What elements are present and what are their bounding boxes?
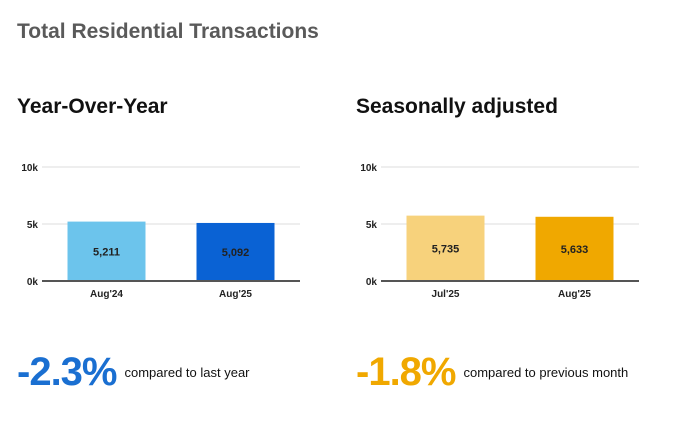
seasonal-caption: compared to previous month <box>463 365 629 380</box>
bar <box>535 216 614 281</box>
yoy-chart-svg: 0k 5k 10k 5,211 Aug'24 5,092 Aug'25 <box>21 163 300 300</box>
y-tick-label: 0k <box>27 277 39 288</box>
x-tick-label: Aug'25 <box>558 289 591 300</box>
data-label: 5,735 <box>432 243 460 255</box>
seasonal-summary: -1.8% compared to previous month <box>356 350 628 395</box>
yoy-chart: 0k 5k 10k 5,211 Aug'24 5,092 Aug'25 <box>17 157 307 300</box>
seasonal-chart: 0k 5k 10k 5,735 Jul'25 5,633 Aug'25 <box>356 157 646 300</box>
y-tick-label: 5k <box>366 220 378 231</box>
seasonal-panel: Seasonally adjusted 0k 5k 10k 5,735 Jul'25 5,… <box>356 95 686 415</box>
page-title: Total Residential Transactions <box>17 20 319 43</box>
data-label: 5,211 <box>93 246 120 258</box>
bar <box>196 222 275 281</box>
yoy-change-value: -2.3% <box>17 350 117 394</box>
bar <box>406 215 485 281</box>
x-tick-label: Aug'25 <box>219 289 252 300</box>
y-tick-label: 0k <box>366 277 378 288</box>
data-label: 5,092 <box>222 247 250 259</box>
yoy-caption: compared to last year <box>124 365 250 380</box>
seasonal-chart-svg: 0k 5k 10k 5,735 Jul'25 5,633 Aug'25 <box>360 163 639 300</box>
yoy-panel: Year-Over-Year 0k 5k 10k 5,211 Aug'24 5,092 Au… <box>17 95 347 415</box>
y-tick-label: 10k <box>21 163 38 174</box>
seasonal-heading: Seasonally adjusted <box>356 95 558 118</box>
x-tick-label: Aug'24 <box>90 289 123 300</box>
bar <box>67 221 146 281</box>
y-tick-label: 10k <box>360 163 377 174</box>
seasonal-change-value: -1.8% <box>356 350 456 394</box>
yoy-heading: Year-Over-Year <box>17 95 168 118</box>
yoy-summary: -2.3% compared to last year <box>17 350 250 395</box>
y-tick-label: 5k <box>27 220 39 231</box>
data-label: 5,633 <box>561 244 589 256</box>
x-tick-label: Jul'25 <box>432 289 460 300</box>
